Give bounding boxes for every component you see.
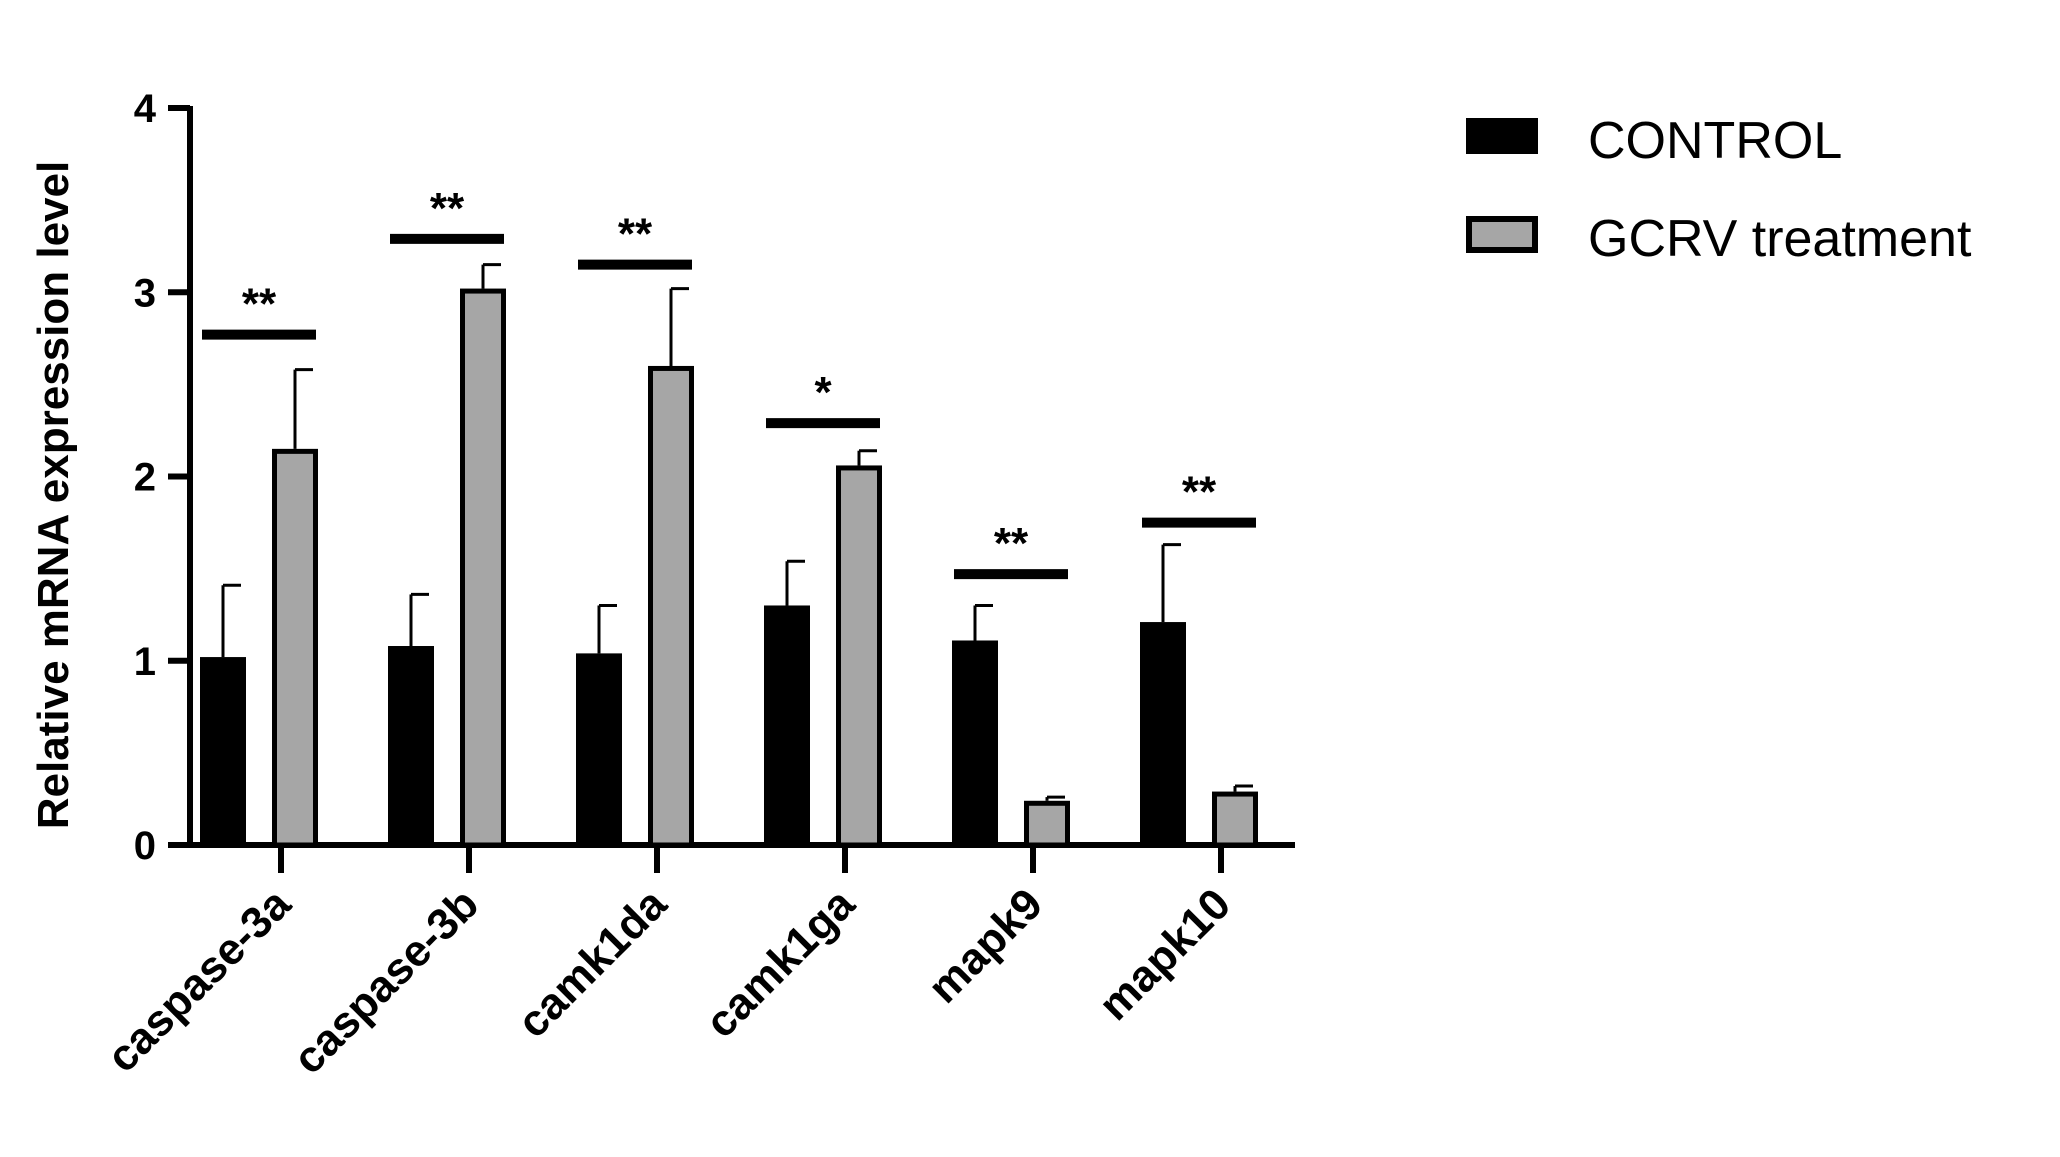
y-tick-label: 0 <box>134 824 156 868</box>
bars <box>200 288 1258 848</box>
bar-control <box>200 657 246 845</box>
significance-label: * <box>814 368 832 417</box>
error-bars <box>221 263 1253 801</box>
y-tick-label: 3 <box>134 271 156 315</box>
bar-gcrv-treatment <box>836 465 882 848</box>
legend-swatch-control <box>1466 118 1538 154</box>
y-tick-label: 4 <box>134 87 157 131</box>
x-tick-label: camk1ga <box>696 879 864 1047</box>
bar-gcrv-treatment <box>1212 791 1258 848</box>
x-tick-label: caspase-3a <box>98 879 301 1082</box>
x-tick-label: mapk9 <box>919 879 1052 1012</box>
significance-label: ** <box>430 184 465 233</box>
bar-gcrv-treatment <box>648 365 694 848</box>
y-tick-label: 1 <box>134 640 156 684</box>
significance-label: ** <box>994 519 1029 568</box>
legend: CONTROL GCRV treatment <box>1466 112 1972 268</box>
x-tick-label: camk1da <box>508 879 676 1047</box>
bar-control <box>388 646 434 845</box>
legend-label: GCRV treatment <box>1588 210 1972 268</box>
x-tick-label: caspase-3b <box>284 879 488 1083</box>
bar-gcrv-treatment <box>460 288 506 848</box>
y-axis-label: Relative mRNA expression level <box>29 161 78 829</box>
y-ticks: 0 1 2 3 4 <box>134 87 190 868</box>
bar-control <box>1140 622 1186 845</box>
significance-label: ** <box>1182 468 1217 517</box>
axes <box>187 106 1295 848</box>
significance-markers: *********** <box>202 184 1256 580</box>
bar-control <box>764 605 810 845</box>
significance-label: ** <box>242 280 277 329</box>
y-tick-label: 2 <box>134 456 156 500</box>
bar-control <box>952 640 998 845</box>
significance-label: ** <box>618 210 653 259</box>
legend-swatch-gcrv-treatment <box>1466 216 1538 253</box>
bar-gcrv-treatment <box>272 448 318 848</box>
bar-gcrv-treatment <box>1024 800 1070 848</box>
bar-control <box>576 653 622 845</box>
y-axis-label-group: Relative mRNA expression level <box>29 161 78 829</box>
x-tick-label: mapk10 <box>1090 879 1241 1030</box>
legend-label: CONTROL <box>1588 112 1842 170</box>
